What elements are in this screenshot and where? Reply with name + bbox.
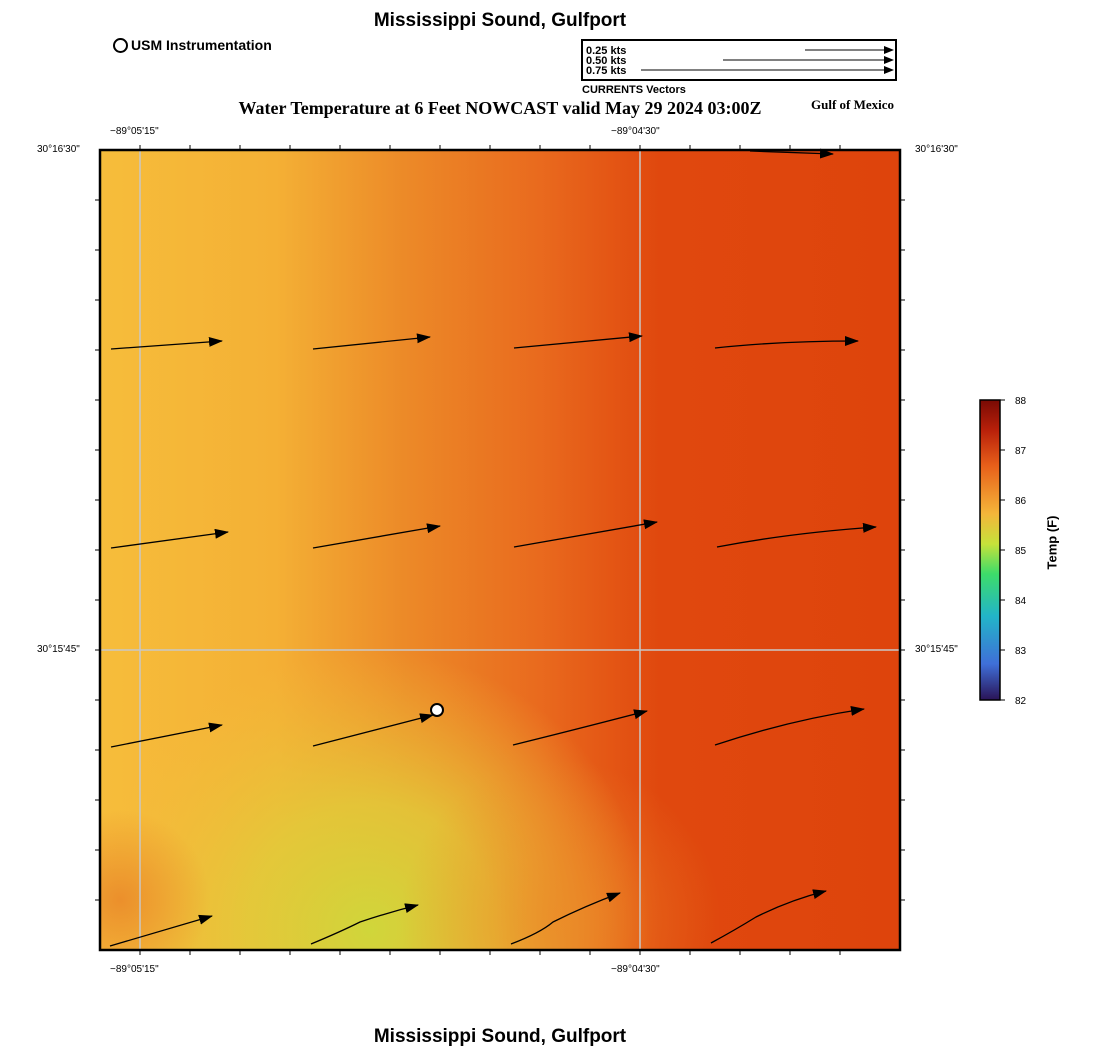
map-ticks [95,145,905,955]
current-vector [109,914,213,947]
circle-marker-icon [113,37,128,53]
current-vectors [109,148,877,947]
current-key-label-1: 0.25 kts [586,45,627,57]
usm-instrument-label: USM Instrumentation [131,37,272,53]
map-title-top: Mississippi Sound, Gulfport [373,10,627,31]
colorbar-tick-label: 88 [1015,396,1027,407]
current-vector [513,519,658,548]
colorbar-tick-label: 83 [1015,646,1027,657]
current-vector [714,705,865,746]
temperature-colorbar: 88 87 86 85 84 83 82 [979,396,1027,707]
lat-label-right-2: 30°15'45" [915,644,958,655]
region-label: Gulf of Mexico [811,97,895,112]
current-vector [310,903,419,945]
current-vector [749,148,834,159]
current-vector [714,336,859,349]
current-key-caption: CURRENTS Vectors [582,84,686,96]
map-grid [100,150,900,950]
colorbar-title: Temp (F) [1044,515,1060,570]
current-vector [510,892,621,945]
current-vector [716,522,877,548]
colorbar-tick-label: 82 [1015,696,1027,707]
current-vector [110,722,223,748]
colorbar-tick-label: 87 [1015,446,1027,457]
current-key-label-2: 0.50 kts [586,55,627,67]
current-vector [710,889,827,944]
lat-label-left-2: 30°15'45" [37,644,80,655]
lon-label-top-1: −89°05'15" [110,126,159,137]
lon-label-bottom-1: −89°05'15" [110,964,159,975]
current-vector [312,713,434,747]
map-title-bottom: Mississippi Sound, Gulfport [373,1026,627,1047]
lat-label-left-1: 30°16'30" [37,144,80,155]
current-vector [513,332,643,349]
current-key-label-3: 0.75 kts [586,65,627,77]
map-subtitle: Water Temperature at 6 Feet NOWCAST vali… [238,98,762,118]
current-key-arrows [641,46,894,74]
current-vector [312,523,441,549]
current-vector [312,333,431,350]
current-vector [110,336,223,350]
colorbar-tick-label: 85 [1015,546,1027,557]
colorbar-tick-label: 84 [1015,596,1027,607]
current-vector-key: 0.25 kts 0.50 kts 0.75 kts [581,39,897,81]
usm-instrument-marker[interactable] [430,703,444,717]
lon-label-bottom-2: −89°04'30" [611,964,660,975]
colorbar-gradient [979,399,1001,701]
lat-label-right-1: 30°16'30" [915,144,958,155]
colorbar-tick-label: 86 [1015,496,1027,507]
current-vector [110,528,229,549]
colorbar-ticks [1000,399,1005,701]
usm-instrument-legend: USM Instrumentation [113,37,272,53]
temperature-map [95,145,905,955]
current-vector [512,709,648,746]
corner-warm-region [100,150,900,950]
lon-label-top-2: −89°04'30" [611,126,660,137]
